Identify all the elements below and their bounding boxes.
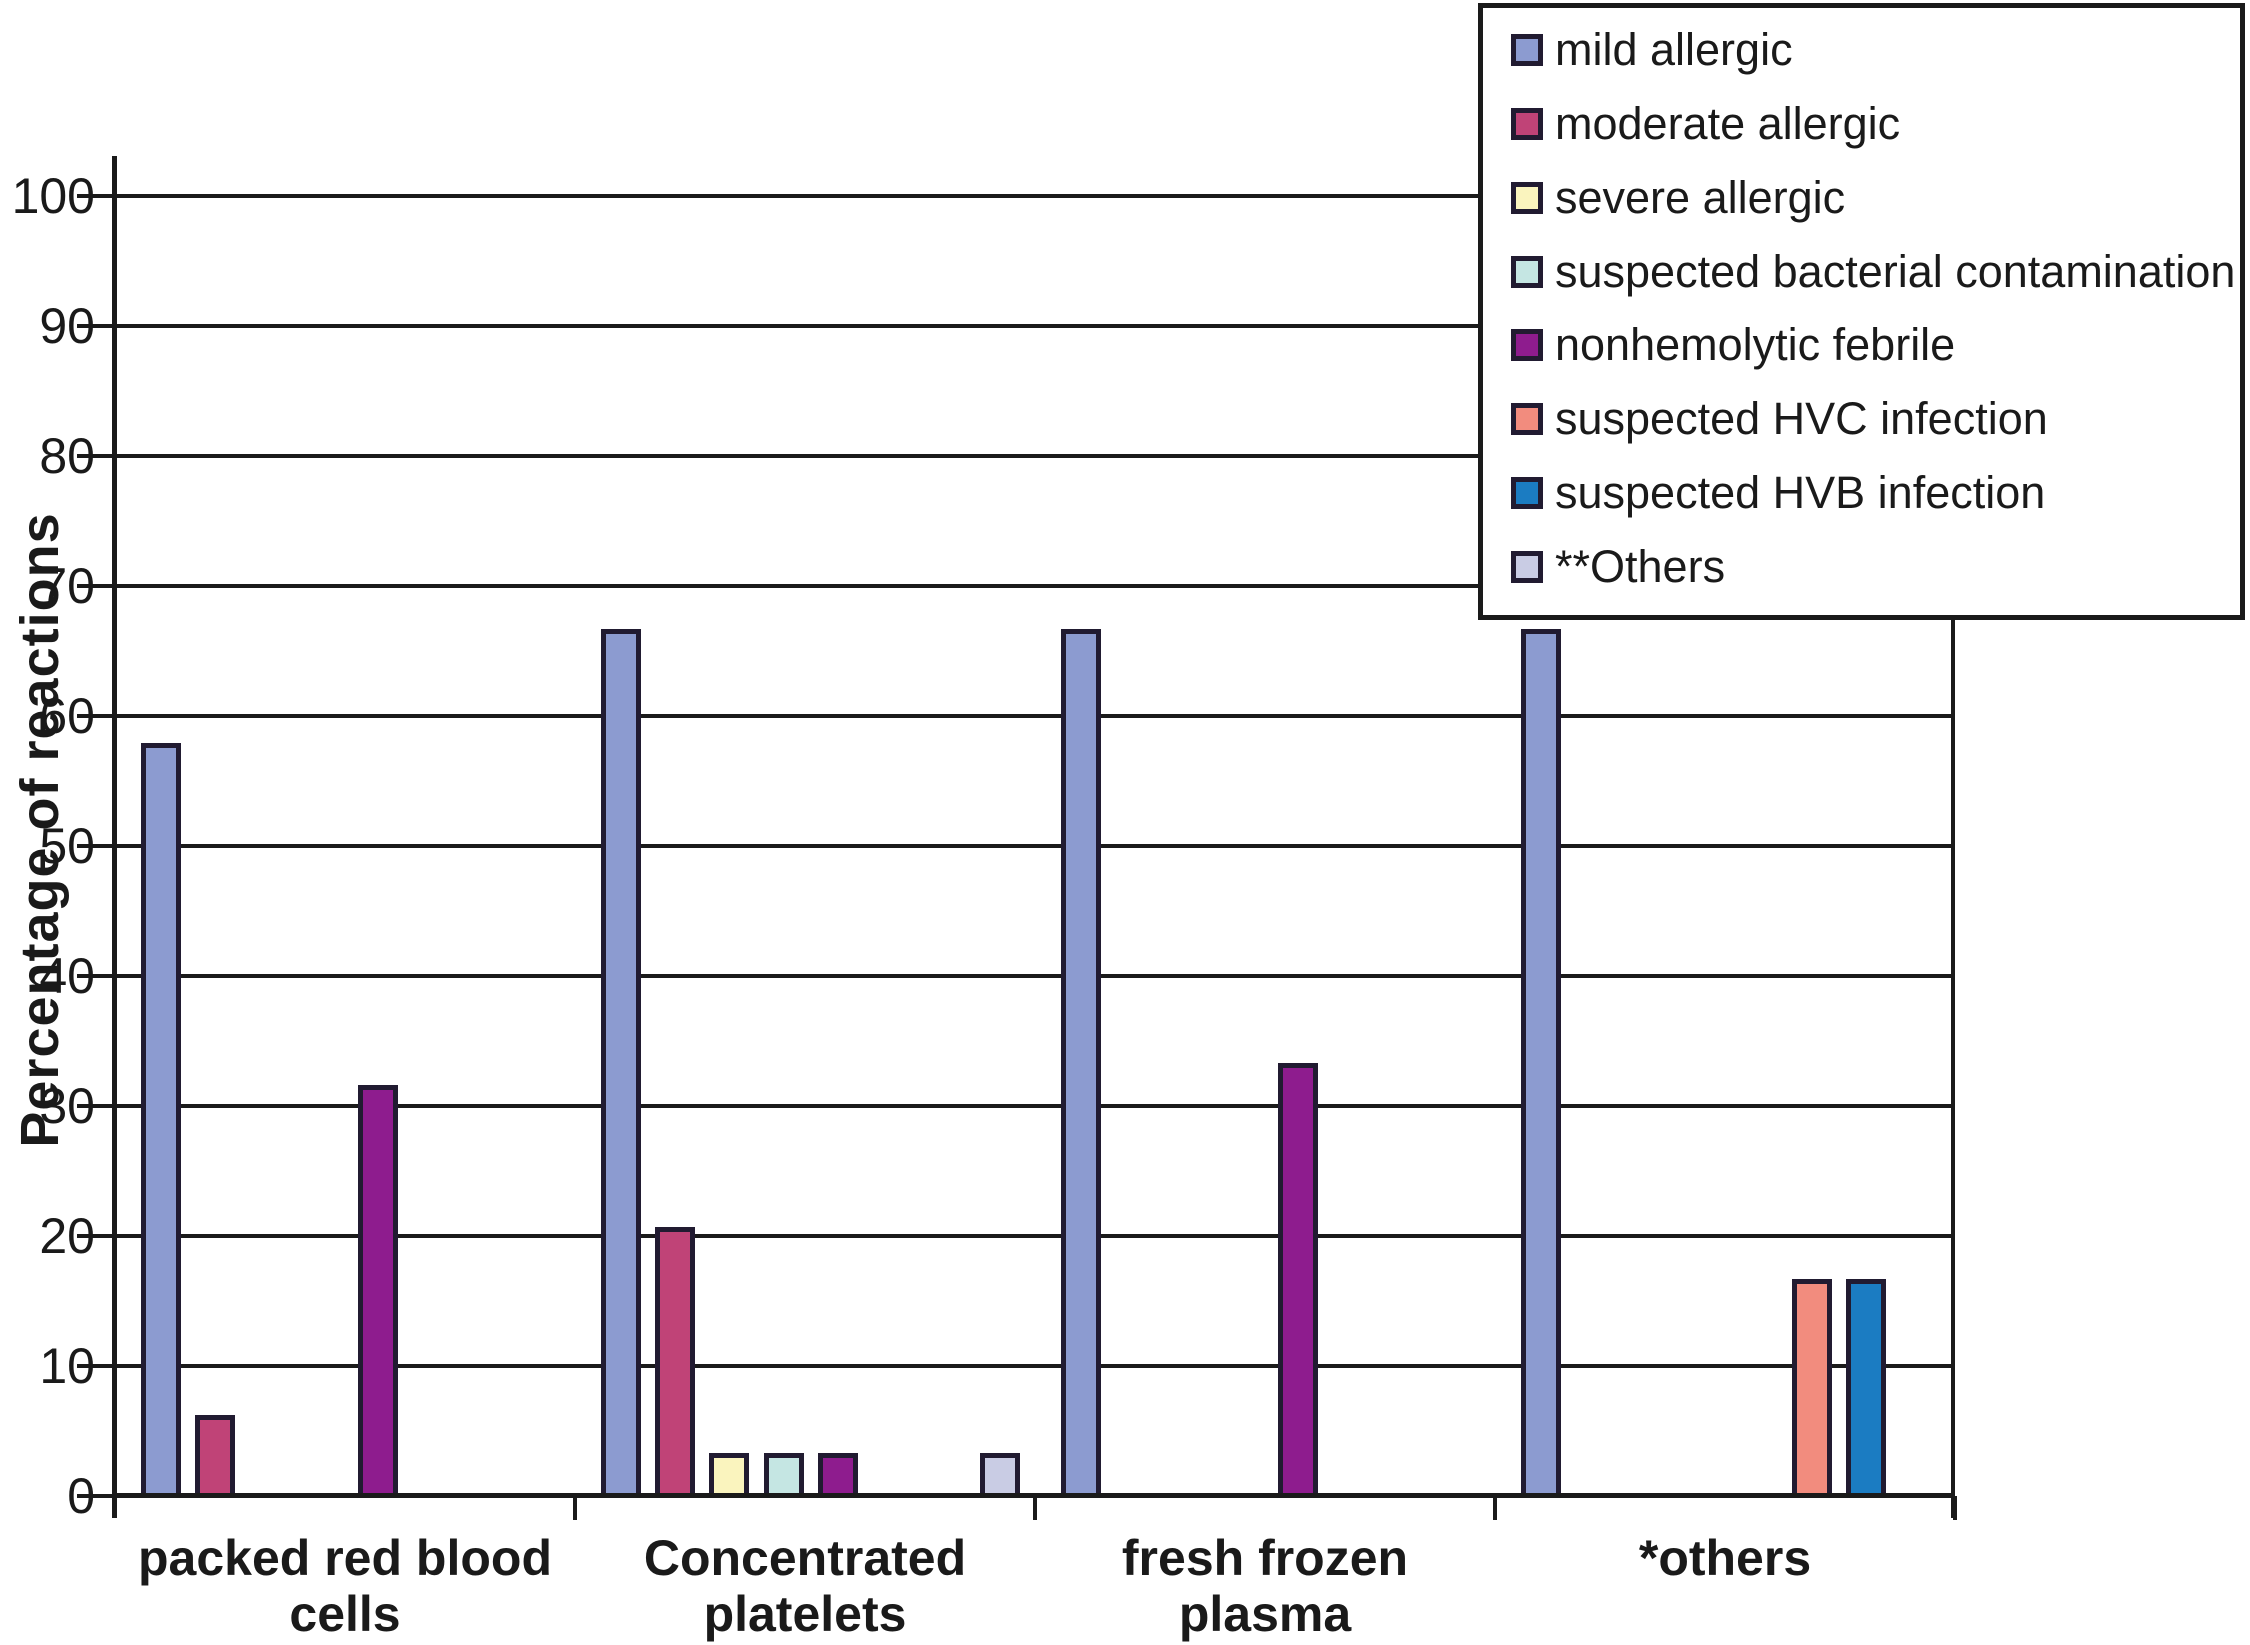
y-tick-label-60: 60 xyxy=(39,688,95,744)
category-label-fresh-frozen-plasma: fresh frozen plasma xyxy=(1121,1530,1409,1642)
y-tick-30 xyxy=(77,1104,115,1108)
bar-mild-allergic-others xyxy=(1521,629,1561,1496)
y-tick-60 xyxy=(77,714,115,718)
legend-swatch-suspected-hvb-infection xyxy=(1511,477,1543,510)
x-axis-boundary-tick-3 xyxy=(1493,1496,1497,1520)
legend-label-suspected-hvc-infection: suspected HVC infection xyxy=(1555,393,2048,445)
legend-item-suspected-hvc-infection: suspected HVC infection xyxy=(1511,393,2230,445)
x-axis-boundary-tick-1 xyxy=(573,1496,577,1520)
y-tick-40 xyxy=(77,974,115,978)
legend-label-moderate-allergic: moderate allergic xyxy=(1555,97,1901,149)
y-tick-70 xyxy=(77,584,115,588)
gridline-70 xyxy=(115,584,1955,588)
y-tick-50 xyxy=(77,844,115,848)
gridline-40 xyxy=(115,974,1955,978)
plot-right-border xyxy=(1951,196,1955,1518)
y-tick-20 xyxy=(77,1234,115,1238)
y-tick-label-20: 20 xyxy=(39,1208,95,1264)
y-tick-label-50: 50 xyxy=(39,818,95,874)
legend-item-nonhemolytic-febrile: nonhemolytic febrile xyxy=(1511,319,2230,371)
gridline-80 xyxy=(115,454,1955,458)
bar-nonhemolytic-febrile-packed-red-blood-cells xyxy=(357,1085,398,1496)
y-tick-90 xyxy=(77,324,115,328)
gridline-60 xyxy=(115,714,1955,718)
bar-mild-allergic-packed-red-blood-cells xyxy=(141,743,181,1496)
legend-box: mild allergic moderate allergic severe all… xyxy=(1478,3,2245,620)
y-tick-label-40: 40 xyxy=(39,948,95,1004)
y-tick-label-70: 70 xyxy=(39,558,95,614)
y-axis-line xyxy=(112,156,117,1518)
bar-suspected-hvc-infection-others xyxy=(1792,1279,1832,1496)
plot-area xyxy=(77,156,1957,1520)
legend-item-mild-allergic: mild allergic xyxy=(1511,24,2230,76)
legend-swatch-suspected-bacterial-contamination xyxy=(1511,255,1543,288)
gridline-30 xyxy=(115,1104,1955,1108)
legend-swatch-suspected-hvc-infection xyxy=(1511,403,1543,436)
y-tick-label-30: 30 xyxy=(39,1078,95,1134)
legend-swatch-mild-allergic xyxy=(1511,34,1543,66)
y-tick-10 xyxy=(77,1364,115,1368)
legend-item-severe-allergic: severe allergic xyxy=(1511,172,2230,224)
legend-swatch-nonhemolytic-febrile xyxy=(1511,329,1543,362)
bar-moderate-allergic-concentrated-platelets xyxy=(655,1227,696,1496)
x-axis-boundary-tick-2 xyxy=(1033,1496,1037,1520)
legend-label-mild-allergic: mild allergic xyxy=(1555,24,1793,75)
bar-nonhemolytic-febrile-concentrated-platelets xyxy=(817,1453,858,1496)
gridline-90 xyxy=(115,324,1955,328)
gridline-20 xyxy=(115,1234,1955,1238)
legend-item-moderate-allergic: moderate allergic xyxy=(1511,98,2230,150)
category-label-concentrated-platelets: Concentrated platelets xyxy=(643,1530,967,1642)
legend-item-suspected-hvb-infection: suspected HVB infection xyxy=(1511,467,2230,519)
x-axis-line xyxy=(112,1493,1955,1498)
legend-swatch-severe-allergic xyxy=(1511,181,1543,214)
legend-swatch-others xyxy=(1511,550,1543,583)
gridline-50 xyxy=(115,844,1955,848)
gridline-10 xyxy=(115,1364,1955,1368)
y-tick-0 xyxy=(77,1494,115,1498)
y-tick-label-0: 0 xyxy=(67,1468,95,1524)
x-axis-boundary-tick-4 xyxy=(1953,1496,1957,1520)
y-axis-tick-labels: 0 10 20 30 40 50 60 70 80 90 100 xyxy=(0,0,100,1645)
y-tick-label-90: 90 xyxy=(39,298,95,354)
bar-mild-allergic-fresh-frozen-plasma xyxy=(1061,629,1101,1496)
y-tick-label-10: 10 xyxy=(39,1338,95,1394)
bar-others-concentrated-platelets xyxy=(980,1453,1021,1496)
bar-severe-allergic-concentrated-platelets xyxy=(709,1453,750,1496)
gridline-100 xyxy=(115,194,1955,198)
y-tick-100 xyxy=(77,194,115,198)
y-tick-label-100: 100 xyxy=(11,168,95,224)
bar-suspected-bacterial-contamination-concentrated-platelets xyxy=(763,1453,804,1496)
legend-label-nonhemolytic-febrile: nonhemolytic febrile xyxy=(1555,319,1956,371)
legend-label-severe-allergic: severe allergic xyxy=(1555,171,1846,223)
legend-label-suspected-bacterial-contamination: suspected bacterial contamination xyxy=(1555,245,2236,297)
legend-item-suspected-bacterial-contamination: suspected bacterial contamination xyxy=(1511,246,2235,298)
bar-nonhemolytic-febrile-fresh-frozen-plasma xyxy=(1277,1063,1318,1496)
y-tick-80 xyxy=(77,454,115,458)
y-tick-label-80: 80 xyxy=(39,428,95,484)
category-label-others: *others xyxy=(1638,1530,1812,1586)
bar-suspected-hvb-infection-others xyxy=(1846,1279,1887,1496)
legend-swatch-moderate-allergic xyxy=(1511,107,1543,140)
legend-label-others: **Others xyxy=(1555,540,1726,592)
legend-item-others: **Others xyxy=(1511,541,2230,593)
legend-label-suspected-hvb-infection: suspected HVB infection xyxy=(1555,467,2046,519)
bar-mild-allergic-concentrated-platelets xyxy=(601,629,641,1496)
category-label-packed-red-blood-cells: packed red blood cells xyxy=(138,1530,552,1642)
bar-moderate-allergic-packed-red-blood-cells xyxy=(195,1415,236,1496)
